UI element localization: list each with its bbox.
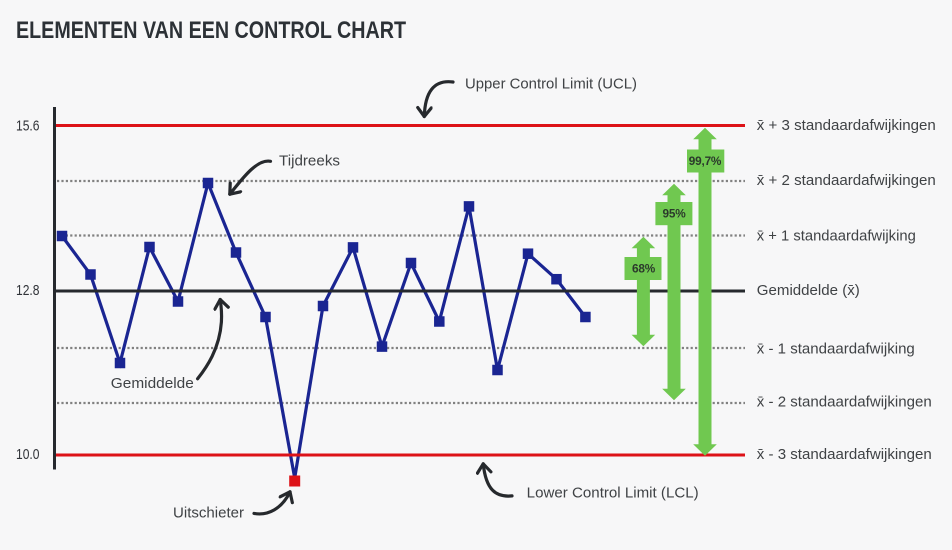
svg-text:Tijdreeks: Tijdreeks bbox=[279, 154, 340, 170]
svg-text:x̄ + 2 standaardafwijkingen: x̄ + 2 standaardafwijkingen bbox=[757, 173, 936, 189]
svg-text:Gemiddelde (x̄): Gemiddelde (x̄) bbox=[757, 283, 860, 299]
svg-text:12.8: 12.8 bbox=[16, 282, 40, 299]
svg-text:95%: 95% bbox=[662, 207, 686, 221]
svg-text:10.0: 10.0 bbox=[16, 446, 40, 463]
svg-text:x̄ + 1 standaardafwijking: x̄ + 1 standaardafwijking bbox=[757, 229, 916, 245]
svg-text:x̄ - 2 standaardafwijkingen: x̄ - 2 standaardafwijkingen bbox=[757, 395, 932, 411]
svg-text:ELEMENTEN VAN EEN CONTROL CHAR: ELEMENTEN VAN EEN CONTROL CHART bbox=[16, 17, 406, 44]
svg-text:Gemiddelde: Gemiddelde bbox=[111, 376, 194, 392]
svg-text:99,7%: 99,7% bbox=[689, 154, 722, 168]
svg-text:x̄ - 1 standaardafwijking: x̄ - 1 standaardafwijking bbox=[757, 342, 915, 358]
svg-text:15.6: 15.6 bbox=[16, 118, 40, 135]
svg-text:Uitschieter: Uitschieter bbox=[173, 506, 244, 522]
svg-text:68%: 68% bbox=[632, 262, 656, 276]
svg-text:Lower Control Limit (LCL): Lower Control Limit (LCL) bbox=[527, 486, 699, 502]
svg-text:x̄ - 3 standaardafwijkingen: x̄ - 3 standaardafwijkingen bbox=[757, 447, 932, 463]
svg-text:x̄ + 3 standaardafwijkingen: x̄ + 3 standaardafwijkingen bbox=[757, 118, 936, 134]
svg-text:Upper Control Limit (UCL): Upper Control Limit (UCL) bbox=[465, 77, 637, 93]
